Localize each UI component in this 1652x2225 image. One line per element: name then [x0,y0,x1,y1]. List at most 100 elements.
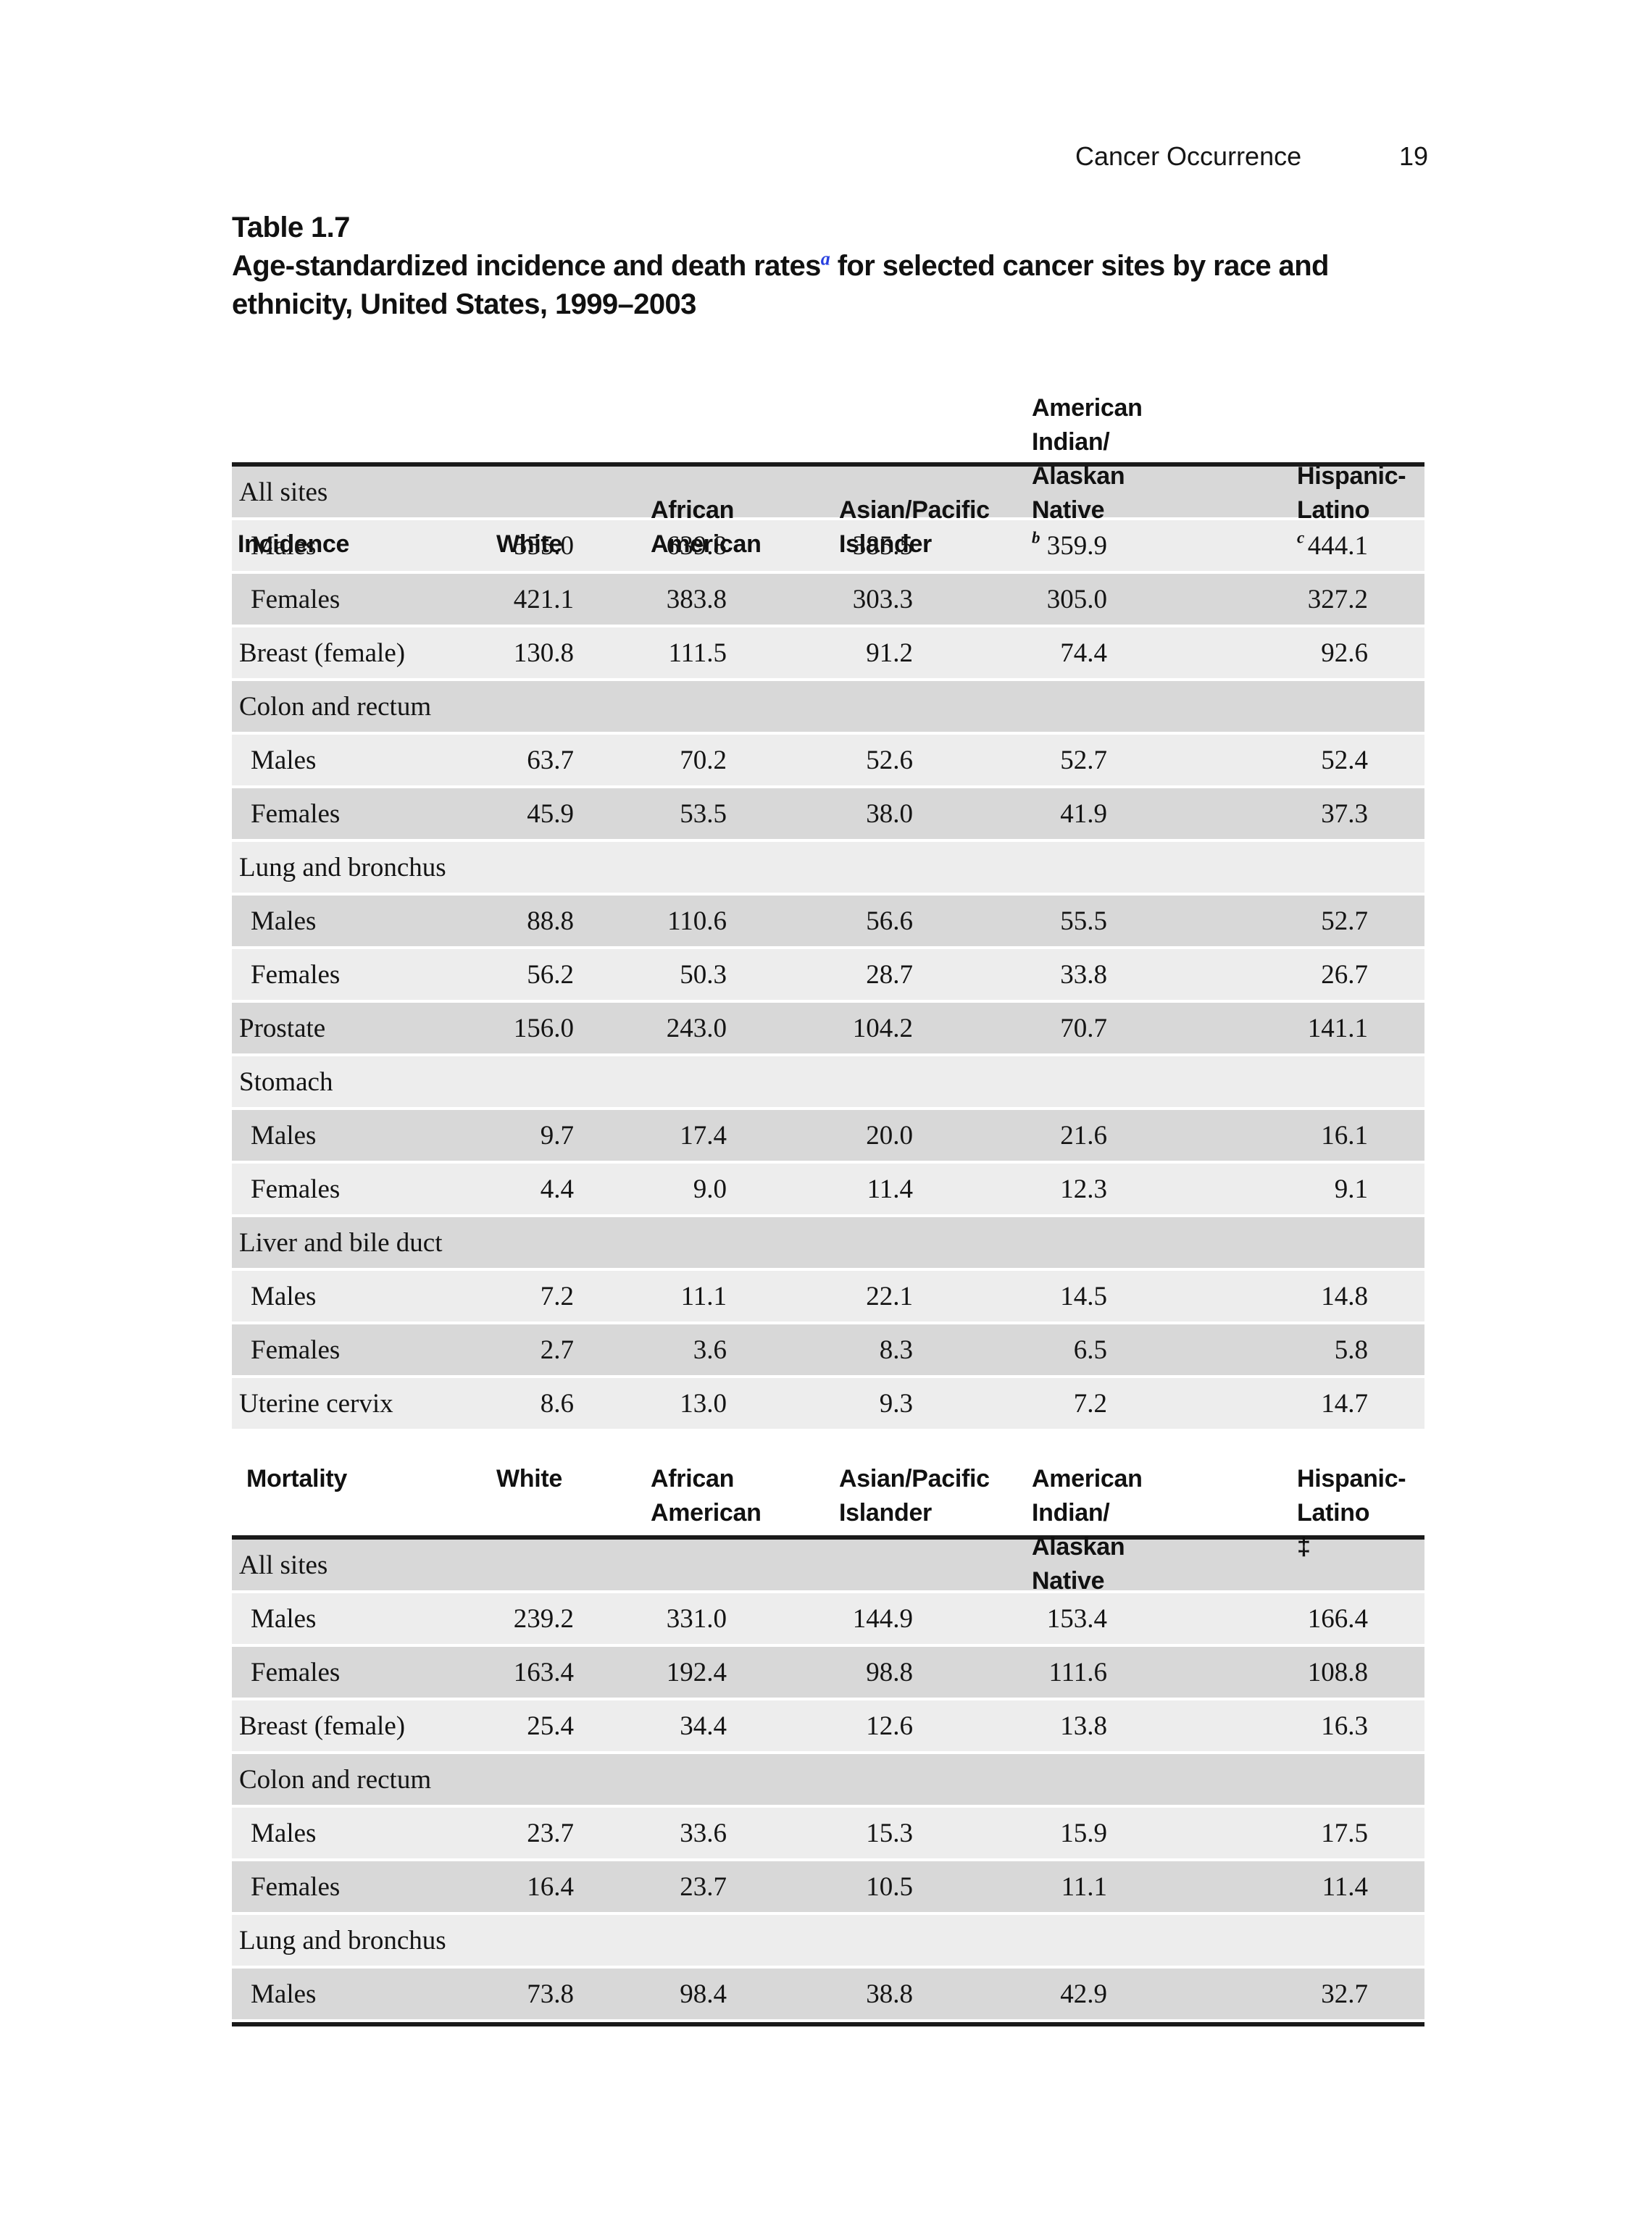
value-african-american: 9.0 [693,1174,727,1204]
table-row: Females 45.9 53.5 38.0 41.9 37.3 [232,788,1424,839]
row-label: Females [251,798,341,829]
table-row: Colon and rectum [232,681,1424,732]
column-header-hispanic-latino: Hispanic- Latino ‡ [1297,1465,1406,1561]
value-asian-pacific-islander: 22.1 [866,1281,913,1311]
table-title-block: Table 1.7 Age-standardized incidence and… [232,209,1464,324]
value-african-american: 70.2 [680,745,727,775]
value-hispanic-latino: 16.1 [1321,1120,1368,1151]
value-american-indian-alaskan-native: 11.1 [1061,1871,1107,1902]
value-white: 25.4 [527,1711,574,1741]
row-label: Males [251,1120,317,1151]
value-white: 4.4 [540,1174,574,1204]
value-african-american: 110.6 [667,906,727,936]
table-row: Females 421.1 383.8 303.3 305.0 327.2 [232,574,1424,625]
row-label: Liver and bile duct [239,1227,443,1258]
value-asian-pacific-islander: 303.3 [852,584,913,614]
value-african-american: 331.0 [666,1603,727,1634]
row-label: Males [251,1979,317,2009]
table-row: Breast (female) 130.8 111.5 91.2 74.4 92… [232,627,1424,678]
value-hispanic-latino: 444.1 [1307,530,1368,561]
table-row: Females 4.4 9.0 11.4 12.3 9.1 [232,1164,1424,1214]
row-label: All sites [239,477,328,507]
value-african-american: 17.4 [680,1120,727,1151]
value-hispanic-latino: 14.7 [1321,1388,1368,1419]
value-hispanic-latino: 32.7 [1321,1979,1368,2009]
row-label: Females [251,1871,341,1902]
value-white: 130.8 [513,638,574,668]
value-american-indian-alaskan-native: 7.2 [1073,1388,1107,1419]
mortality-top-rule [232,1535,1424,1540]
row-label: Females [251,959,341,990]
table-row: Females 56.2 50.3 28.7 33.8 26.7 [232,949,1424,1000]
value-hispanic-latino: 108.8 [1307,1657,1368,1687]
section-title: Cancer Occurrence [1075,141,1302,171]
value-american-indian-alaskan-native: 52.7 [1060,745,1107,775]
row-label: Males [251,745,317,775]
value-asian-pacific-islander: 11.4 [867,1174,913,1204]
value-hispanic-latino: 37.3 [1321,798,1368,829]
value-african-american: 13.0 [680,1388,727,1419]
value-american-indian-alaskan-native: 14.5 [1060,1281,1107,1311]
value-african-american: 11.1 [680,1281,727,1311]
row-label: Breast (female) [239,1711,406,1741]
value-white: 2.7 [540,1335,574,1365]
column-header-mortality: Mortality [246,1465,347,1493]
value-african-american: 243.0 [666,1013,727,1043]
table-row: Stomach [232,1056,1424,1107]
value-american-indian-alaskan-native: 359.9 [1046,530,1107,561]
value-hispanic-latino: 11.4 [1322,1871,1368,1902]
row-label: Females [251,1657,341,1687]
value-hispanic-latino: 52.7 [1321,906,1368,936]
table-title-line-3: ethnicity, United States, 1999–2003 [232,288,696,320]
table-row: Males 63.7 70.2 52.6 52.7 52.4 [232,735,1424,785]
table-row: Colon and rectum [232,1754,1424,1805]
row-label: Lung and bronchus [239,1925,446,1955]
mortality-header-row: Mortality White African American Asian/Pa… [232,1432,1424,1595]
row-label: Females [251,584,341,614]
value-african-american: 383.8 [666,584,727,614]
table-row: Uterine cervix 8.6 13.0 9.3 7.2 14.7 [232,1378,1424,1429]
value-american-indian-alaskan-native: 70.7 [1060,1013,1107,1043]
value-american-indian-alaskan-native: 42.9 [1060,1979,1107,2009]
value-american-indian-alaskan-native: 15.9 [1060,1818,1107,1848]
value-american-indian-alaskan-native: 33.8 [1060,959,1107,990]
value-african-american: 34.4 [680,1711,727,1741]
page-number: 19 [1398,141,1428,171]
value-african-american: 23.7 [680,1871,727,1902]
row-label: Males [251,1818,317,1848]
value-hispanic-latino: 17.5 [1321,1818,1368,1848]
value-african-american: 111.5 [668,638,727,668]
value-white: 555.0 [513,530,574,561]
value-asian-pacific-islander: 20.0 [866,1120,913,1151]
value-hispanic-latino: 166.4 [1307,1603,1368,1634]
footnote-marker-b: b [1032,528,1040,547]
row-label: Males [251,906,317,936]
incidence-top-rule [232,462,1424,467]
column-header-white: White [496,1465,563,1493]
value-hispanic-latino: 141.1 [1307,1013,1368,1043]
value-hispanic-latino: 92.6 [1321,638,1368,668]
value-african-american: 53.5 [680,798,727,829]
value-asian-pacific-islander: 52.6 [866,745,913,775]
table-row: Males 7.2 11.1 22.1 14.5 14.8 [232,1271,1424,1322]
value-asian-pacific-islander: 98.8 [866,1657,913,1687]
column-header-hispanic-latino: Hispanic- Latino c [1297,462,1406,547]
value-asian-pacific-islander: 12.6 [866,1711,913,1741]
table-row: Males 9.7 17.4 20.0 21.6 16.1 [232,1110,1424,1161]
value-asian-pacific-islander: 144.9 [852,1603,913,1634]
value-white: 156.0 [513,1013,574,1043]
value-african-american: 3.6 [693,1335,727,1365]
row-label: Males [251,530,317,561]
value-american-indian-alaskan-native: 55.5 [1060,906,1107,936]
row-label: Colon and rectum [239,1764,432,1795]
mortality-body: All sites Males 239.2 331.0 144.9 153.4 … [232,1540,1424,2019]
value-american-indian-alaskan-native: 6.5 [1073,1335,1107,1365]
value-american-indian-alaskan-native: 21.6 [1060,1120,1107,1151]
value-hispanic-latino: 26.7 [1321,959,1368,990]
table-title-line-2: Age-standardized incidence and death rat… [232,248,1329,282]
value-white: 23.7 [527,1818,574,1848]
row-label: Females [251,1174,341,1204]
